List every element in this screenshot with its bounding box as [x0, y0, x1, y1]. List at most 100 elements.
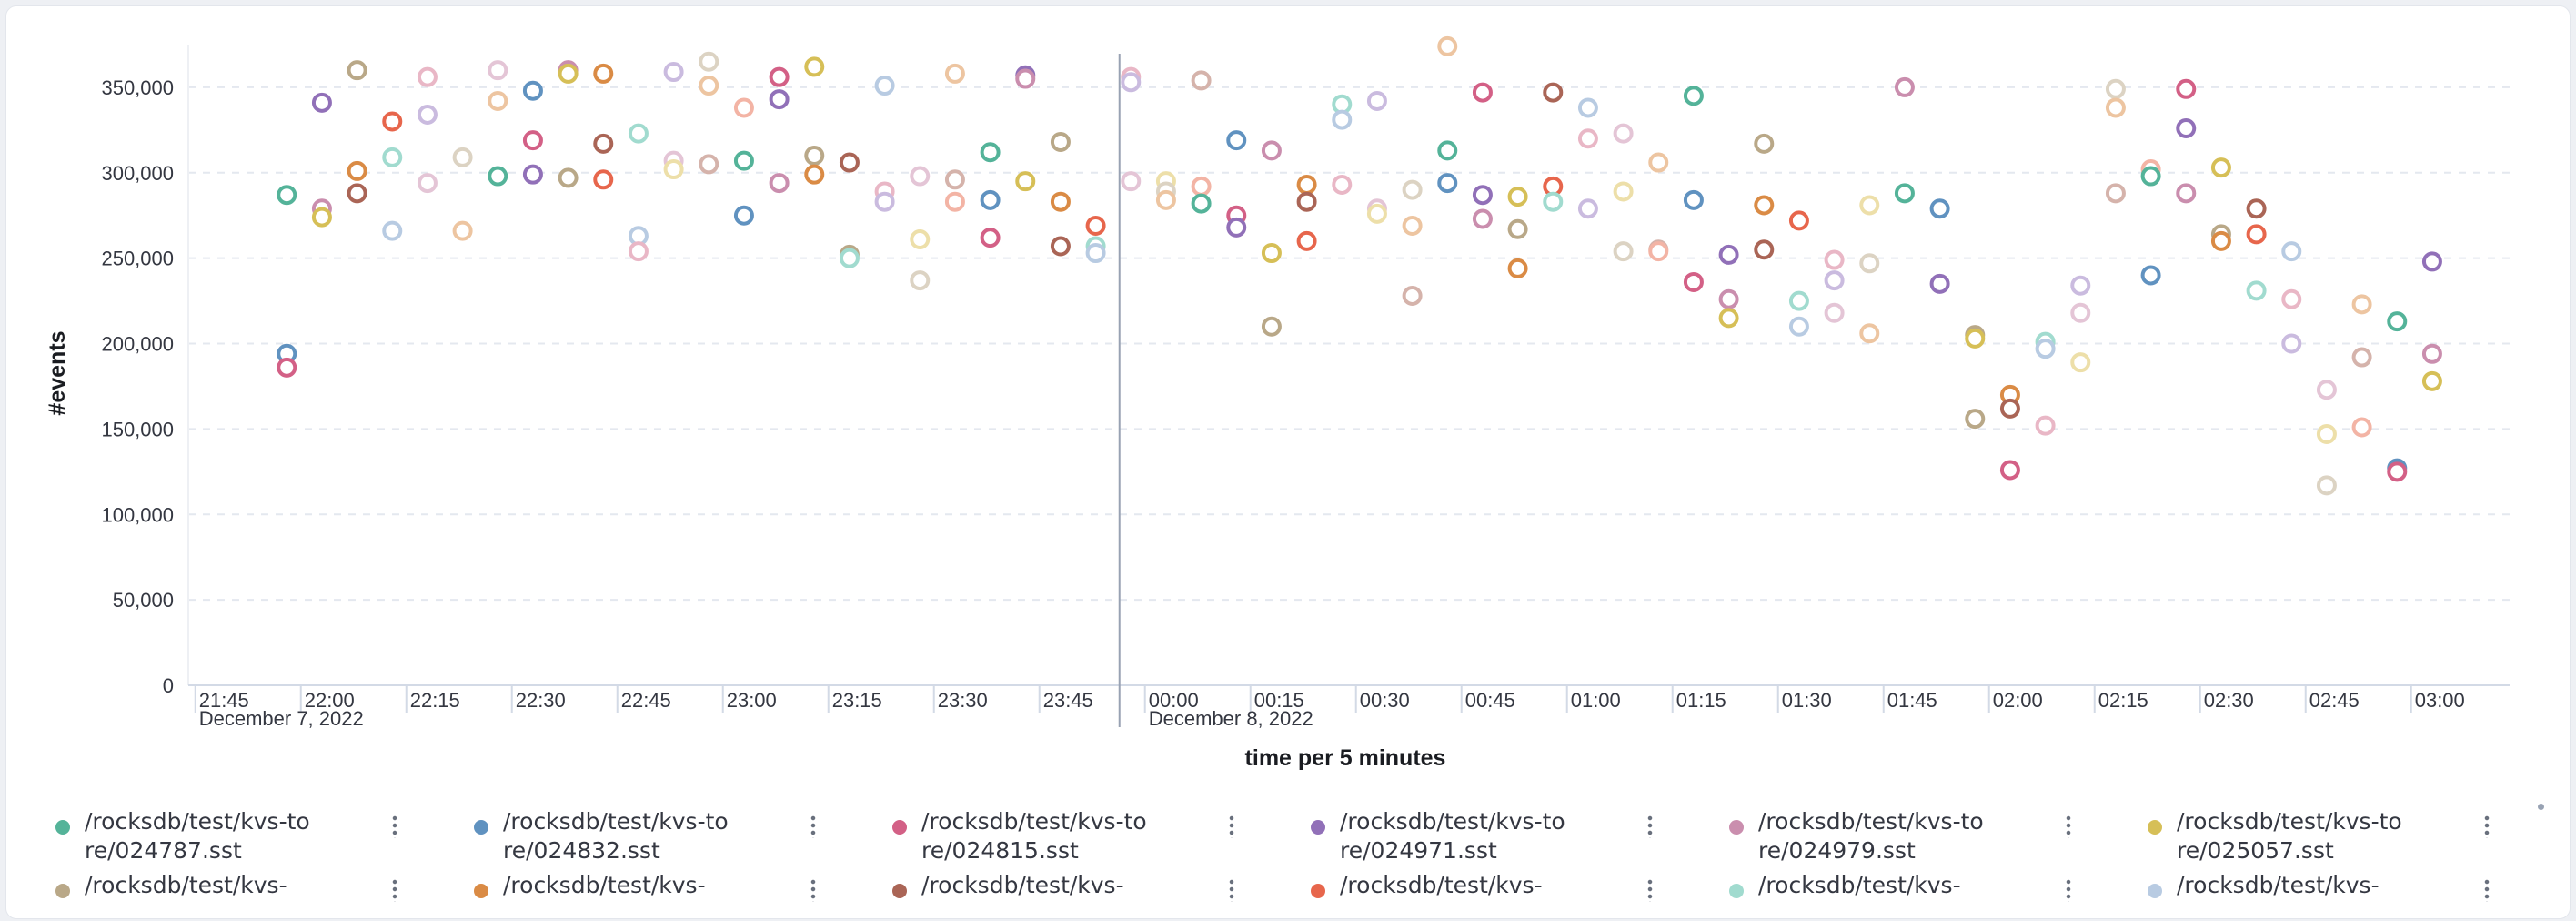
- data-point[interactable]: [1050, 191, 1071, 212]
- data-point[interactable]: [2176, 78, 2197, 99]
- data-point[interactable]: [804, 164, 825, 185]
- legend-item[interactable]: /rocksdb/test/kvs-: [1262, 858, 1653, 913]
- data-point[interactable]: [1683, 271, 1704, 292]
- data-point[interactable]: [733, 97, 754, 118]
- data-point[interactable]: [769, 66, 790, 87]
- legend-item[interactable]: /rocksdb/test/kvs-tore/024971.sst: [1262, 794, 1653, 864]
- data-point[interactable]: [277, 357, 297, 378]
- data-point[interactable]: [663, 62, 684, 83]
- data-point[interactable]: [944, 191, 965, 212]
- data-point[interactable]: [1718, 288, 1739, 309]
- data-point[interactable]: [1296, 191, 1317, 212]
- data-point[interactable]: [944, 63, 965, 84]
- data-point[interactable]: [874, 191, 895, 212]
- data-point[interactable]: [1683, 189, 1704, 210]
- data-point[interactable]: [1788, 290, 1809, 311]
- data-point[interactable]: [1859, 253, 1880, 274]
- data-point[interactable]: [1894, 76, 1915, 97]
- data-point[interactable]: [1894, 183, 1915, 204]
- data-point[interactable]: [2316, 475, 2337, 496]
- data-point[interactable]: [1085, 243, 1106, 264]
- data-point[interactable]: [1155, 189, 1176, 210]
- data-point[interactable]: [1050, 236, 1071, 257]
- data-point[interactable]: [699, 154, 719, 175]
- legend-item[interactable]: /rocksdb/test/kvs-: [425, 858, 816, 913]
- data-point[interactable]: [1226, 217, 1247, 238]
- data-point[interactable]: [347, 160, 367, 181]
- data-point[interactable]: [2070, 352, 2091, 373]
- data-point[interactable]: [1613, 241, 1634, 262]
- data-point[interactable]: [522, 130, 543, 151]
- data-point[interactable]: [944, 169, 965, 190]
- data-point[interactable]: [1332, 174, 1353, 195]
- data-point[interactable]: [558, 63, 579, 84]
- data-point[interactable]: [1859, 195, 1880, 216]
- legend-item[interactable]: /rocksdb/test/kvs-tore/024832.sst: [425, 794, 816, 864]
- legend-item-menu-icon[interactable]: [1229, 815, 1234, 838]
- data-point[interactable]: [382, 220, 403, 241]
- data-point[interactable]: [663, 159, 684, 180]
- legend-item-menu-icon[interactable]: [2484, 878, 2490, 902]
- data-point[interactable]: [1754, 239, 1775, 260]
- data-point[interactable]: [804, 56, 825, 77]
- legend-item[interactable]: /rocksdb/test/kvs-: [843, 858, 1234, 913]
- data-point[interactable]: [2316, 424, 2337, 445]
- data-point[interactable]: [2176, 183, 2197, 204]
- data-point[interactable]: [382, 111, 403, 132]
- legend-item-menu-icon[interactable]: [2484, 815, 2490, 838]
- data-point[interactable]: [1929, 198, 1950, 219]
- data-point[interactable]: [1999, 460, 2020, 481]
- data-point[interactable]: [347, 183, 367, 204]
- data-point[interactable]: [839, 152, 860, 173]
- data-point[interactable]: [1296, 230, 1317, 251]
- data-point[interactable]: [2387, 461, 2408, 482]
- data-point[interactable]: [1543, 191, 1564, 212]
- data-point[interactable]: [1683, 86, 1704, 106]
- data-point[interactable]: [1824, 270, 1845, 291]
- data-point[interactable]: [2035, 415, 2056, 436]
- legend-item[interactable]: /rocksdb/test/kvs-: [6, 858, 397, 913]
- data-point[interactable]: [417, 104, 438, 125]
- data-point[interactable]: [1754, 133, 1775, 154]
- data-point[interactable]: [2210, 230, 2231, 251]
- data-point[interactable]: [1965, 328, 1986, 349]
- data-point[interactable]: [1472, 185, 1493, 206]
- legend-item[interactable]: /rocksdb/test/kvs-: [1680, 858, 2071, 913]
- data-point[interactable]: [417, 66, 438, 87]
- legend-item-menu-icon[interactable]: [392, 878, 397, 902]
- legend-item-menu-icon[interactable]: [392, 815, 397, 838]
- data-point[interactable]: [1015, 171, 1036, 192]
- data-point[interactable]: [1613, 181, 1634, 202]
- legend-item-menu-icon[interactable]: [1229, 878, 1234, 902]
- data-point[interactable]: [1577, 198, 1598, 219]
- data-point[interactable]: [874, 76, 895, 96]
- data-point[interactable]: [1015, 68, 1036, 89]
- legend-item-menu-icon[interactable]: [1647, 815, 1653, 838]
- data-point[interactable]: [1437, 35, 1458, 56]
- data-point[interactable]: [980, 142, 1001, 163]
- data-point[interactable]: [1296, 174, 1317, 195]
- data-point[interactable]: [347, 60, 367, 81]
- data-point[interactable]: [2316, 380, 2337, 400]
- data-point[interactable]: [452, 147, 473, 167]
- data-point[interactable]: [558, 167, 579, 188]
- data-point[interactable]: [1402, 285, 1423, 306]
- data-point[interactable]: [2351, 417, 2372, 438]
- data-point[interactable]: [1226, 130, 1247, 151]
- data-point[interactable]: [1121, 72, 1142, 93]
- legend-item-menu-icon[interactable]: [2066, 815, 2071, 838]
- data-point[interactable]: [2246, 224, 2267, 245]
- data-point[interactable]: [2281, 288, 2302, 309]
- legend-item-menu-icon[interactable]: [1647, 878, 1653, 902]
- data-point[interactable]: [311, 207, 332, 228]
- data-point[interactable]: [1507, 218, 1528, 239]
- data-point[interactable]: [1754, 195, 1775, 216]
- data-point[interactable]: [2210, 157, 2231, 178]
- data-point[interactable]: [1366, 203, 1387, 224]
- data-point[interactable]: [2421, 251, 2442, 272]
- legend-item[interactable]: /rocksdb/test/kvs-tore/024815.sst: [843, 794, 1234, 864]
- data-point[interactable]: [417, 173, 438, 194]
- data-point[interactable]: [1472, 208, 1493, 229]
- legend-item[interactable]: /rocksdb/test/kvs-tore/025057.sst: [2098, 794, 2490, 864]
- data-point[interactable]: [593, 169, 614, 190]
